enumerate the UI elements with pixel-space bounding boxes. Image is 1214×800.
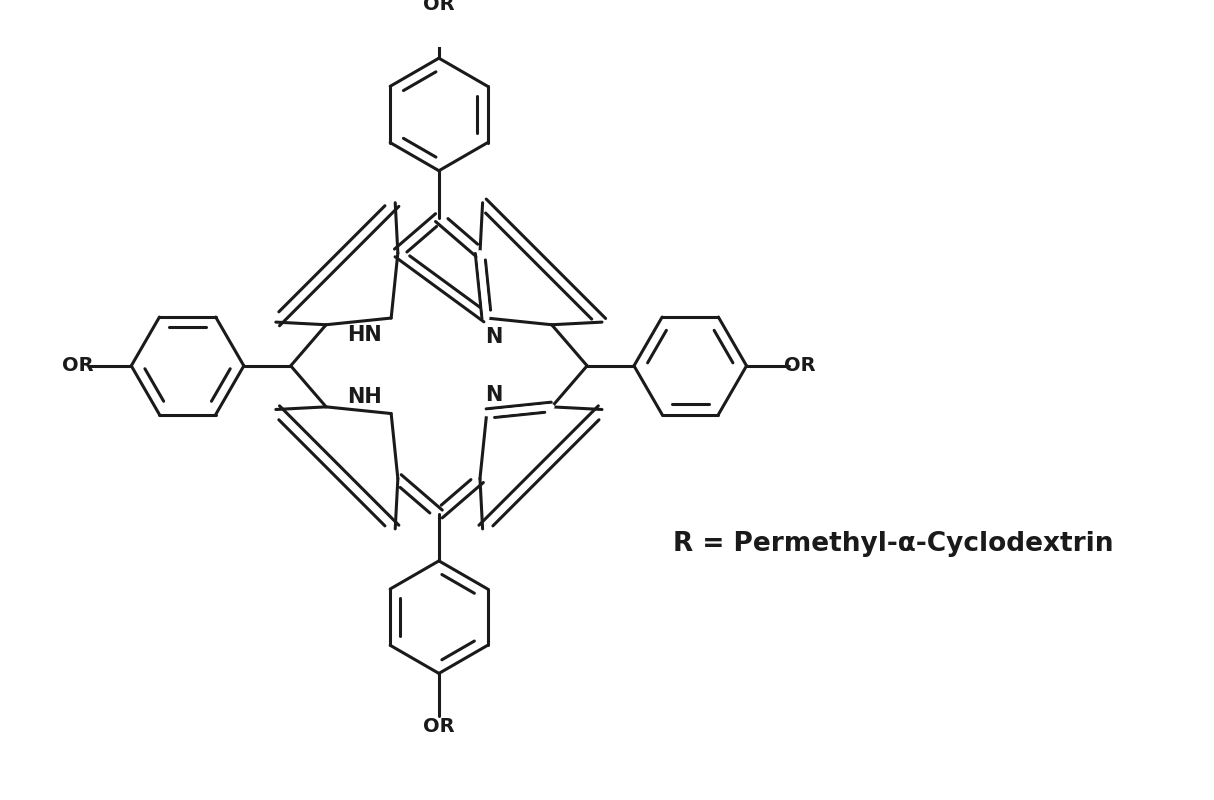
Text: OR: OR <box>424 0 455 14</box>
Text: OR: OR <box>424 718 455 736</box>
Text: OR: OR <box>784 356 816 375</box>
Text: N: N <box>486 385 503 405</box>
Text: N: N <box>486 327 503 347</box>
Text: OR: OR <box>62 356 93 375</box>
Text: R = Permethyl-α-Cyclodextrin: R = Permethyl-α-Cyclodextrin <box>674 531 1114 557</box>
Text: NH: NH <box>347 386 382 406</box>
Text: HN: HN <box>347 325 382 345</box>
